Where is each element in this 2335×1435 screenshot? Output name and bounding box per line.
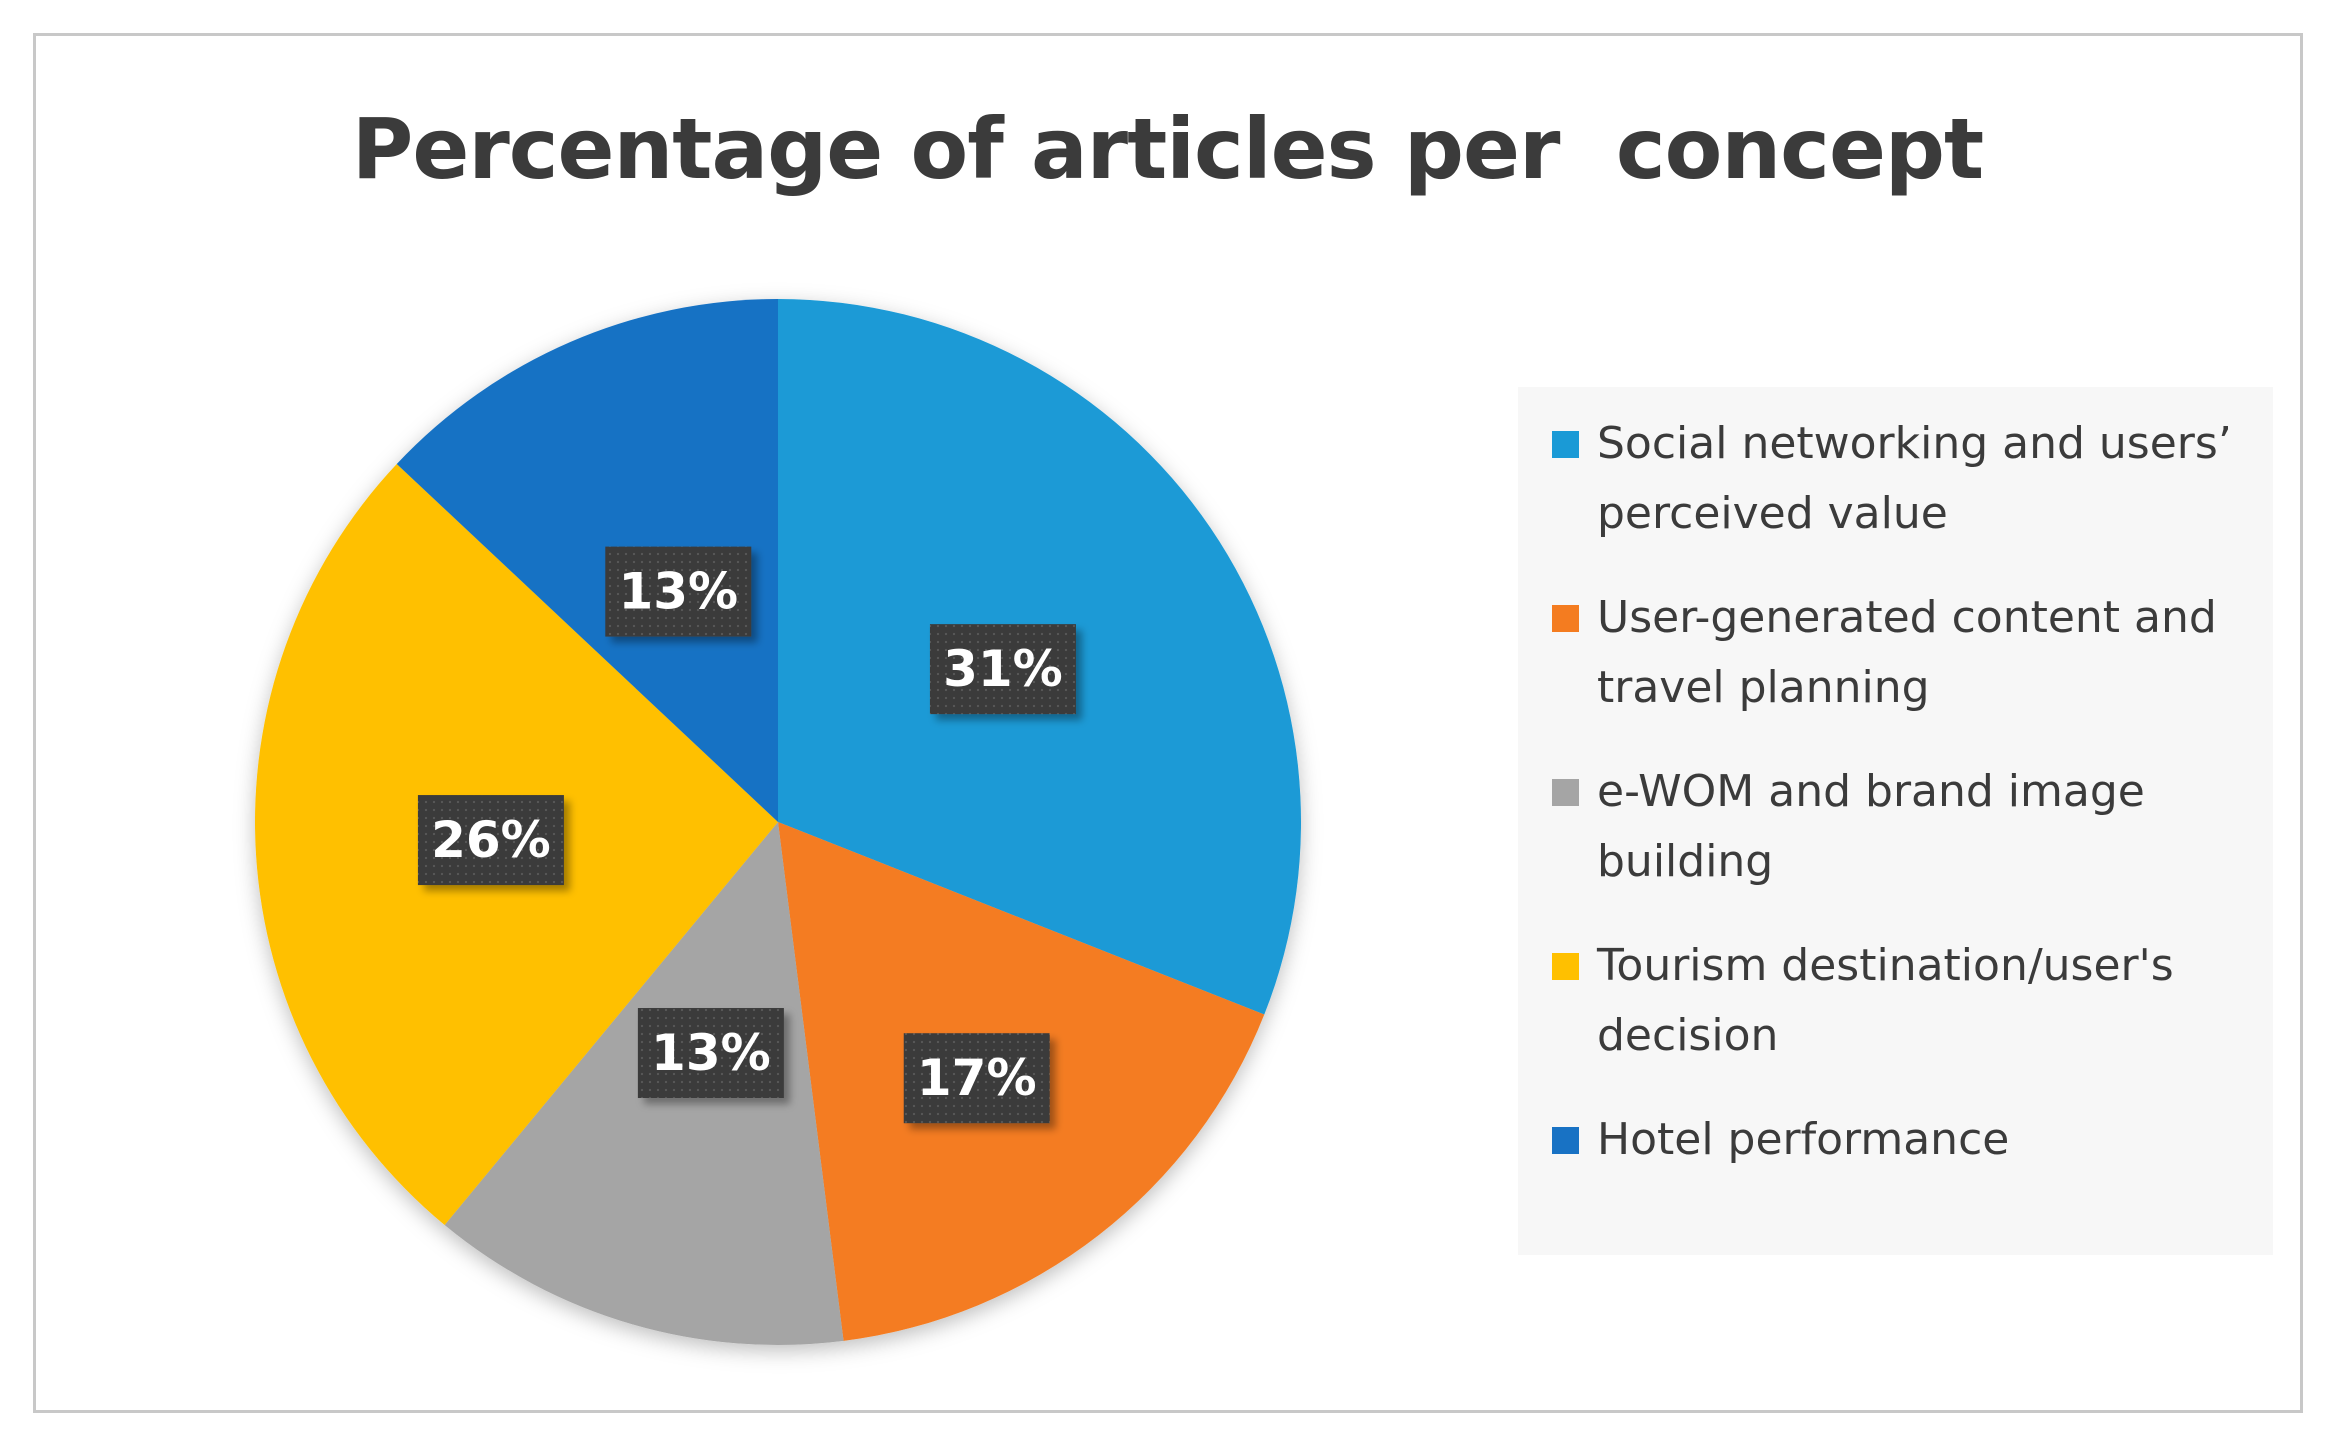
legend-item-ewom: e-WOM and brand image building <box>1552 757 2273 897</box>
legend-item-social-networking: Social networking and users’ perceived v… <box>1552 409 2273 549</box>
data-label-text: 13% <box>651 1024 771 1082</box>
legend-label: Social networking and users’ perceived v… <box>1597 418 2232 539</box>
legend-swatch <box>1552 779 1579 806</box>
data-label-text: 13% <box>618 563 738 621</box>
legend-item-tourism-destination: Tourism destination/user's decision <box>1552 931 2273 1071</box>
pie-data-labels: 31% 17% 13% 26% 13% <box>417 546 1076 1124</box>
data-label-text: 26% <box>431 811 551 869</box>
legend-swatch <box>1552 953 1579 980</box>
legend-label: e-WOM and brand image building <box>1597 766 2145 887</box>
data-label-3: 26% <box>417 795 564 886</box>
chart-title: Percentage of articles per concept <box>351 100 1984 198</box>
legend-swatch <box>1552 431 1579 458</box>
pie-slices <box>255 299 1301 1345</box>
legend-swatch <box>1552 1127 1579 1154</box>
legend-item-hotel-performance: Hotel performance <box>1552 1105 2273 1175</box>
legend-swatch <box>1552 605 1579 632</box>
pie-slice-4 <box>396 299 778 822</box>
data-label-box <box>929 624 1076 715</box>
legend-item-user-generated-content: User-generated content and travel planni… <box>1552 583 2273 723</box>
data-label-text: 31% <box>943 640 1063 698</box>
data-label-4: 13% <box>605 546 752 637</box>
data-label-box <box>417 795 564 886</box>
data-label-box <box>605 546 752 637</box>
data-label-0: 31% <box>929 624 1076 715</box>
data-label-box <box>903 1033 1050 1124</box>
legend-label: User-generated content and travel planni… <box>1597 592 2217 713</box>
legend-label: Hotel performance <box>1597 1114 2010 1165</box>
data-label-2: 13% <box>637 1008 784 1099</box>
legend: Social networking and users’ perceived v… <box>1518 387 2273 1255</box>
data-label-box <box>637 1008 784 1099</box>
legend-label: Tourism destination/user's decision <box>1597 940 2174 1061</box>
data-label-1: 17% <box>903 1033 1050 1124</box>
data-label-text: 17% <box>917 1049 1037 1107</box>
